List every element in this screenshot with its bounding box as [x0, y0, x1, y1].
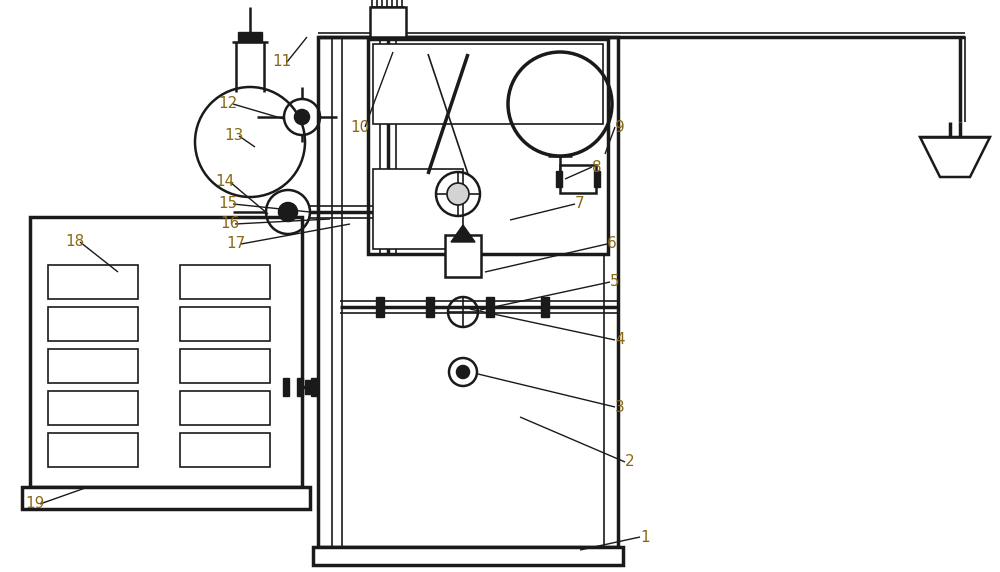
Text: 1: 1 — [640, 530, 650, 545]
Bar — [376, 297, 384, 317]
Bar — [180, 307, 270, 341]
Text: 10: 10 — [350, 120, 370, 134]
Bar — [541, 297, 549, 317]
Bar — [48, 434, 138, 467]
Bar — [560, 165, 596, 193]
Text: 8: 8 — [592, 160, 602, 174]
Circle shape — [447, 183, 469, 205]
Bar — [426, 297, 434, 317]
Text: 13: 13 — [224, 129, 244, 144]
Bar — [297, 378, 303, 396]
Text: 2: 2 — [625, 455, 635, 470]
Bar — [238, 32, 262, 42]
Text: 18: 18 — [65, 235, 85, 249]
Text: 12: 12 — [218, 97, 238, 112]
Bar — [556, 171, 562, 187]
Text: 9: 9 — [615, 120, 625, 134]
Polygon shape — [451, 225, 475, 242]
Bar — [305, 380, 310, 394]
Text: 11: 11 — [272, 54, 292, 70]
Bar — [318, 37, 618, 547]
Bar — [180, 391, 270, 425]
Text: 16: 16 — [220, 216, 240, 232]
Bar — [373, 44, 603, 124]
Bar — [180, 265, 270, 299]
Bar — [445, 235, 481, 277]
Bar — [180, 349, 270, 383]
Bar — [48, 265, 138, 299]
Text: 6: 6 — [607, 236, 617, 252]
Circle shape — [295, 110, 309, 124]
Bar — [30, 217, 302, 487]
Bar — [368, 39, 608, 254]
Bar — [48, 307, 138, 341]
Circle shape — [279, 203, 297, 221]
Bar — [313, 547, 623, 565]
Bar — [370, 7, 406, 37]
Bar — [486, 297, 494, 317]
Circle shape — [457, 366, 469, 378]
Text: 14: 14 — [215, 174, 235, 189]
Text: 7: 7 — [575, 197, 585, 212]
Text: 17: 17 — [226, 236, 246, 252]
Text: 19: 19 — [25, 496, 45, 511]
Bar — [373, 169, 463, 249]
Bar — [48, 349, 138, 383]
Text: 5: 5 — [610, 275, 620, 289]
Text: 3: 3 — [615, 399, 625, 415]
Bar — [22, 487, 310, 509]
Text: 15: 15 — [218, 197, 238, 212]
Bar — [594, 171, 600, 187]
Text: 4: 4 — [615, 332, 625, 348]
Bar — [48, 391, 138, 425]
Bar — [283, 378, 289, 396]
Bar — [180, 434, 270, 467]
Bar — [311, 378, 317, 396]
